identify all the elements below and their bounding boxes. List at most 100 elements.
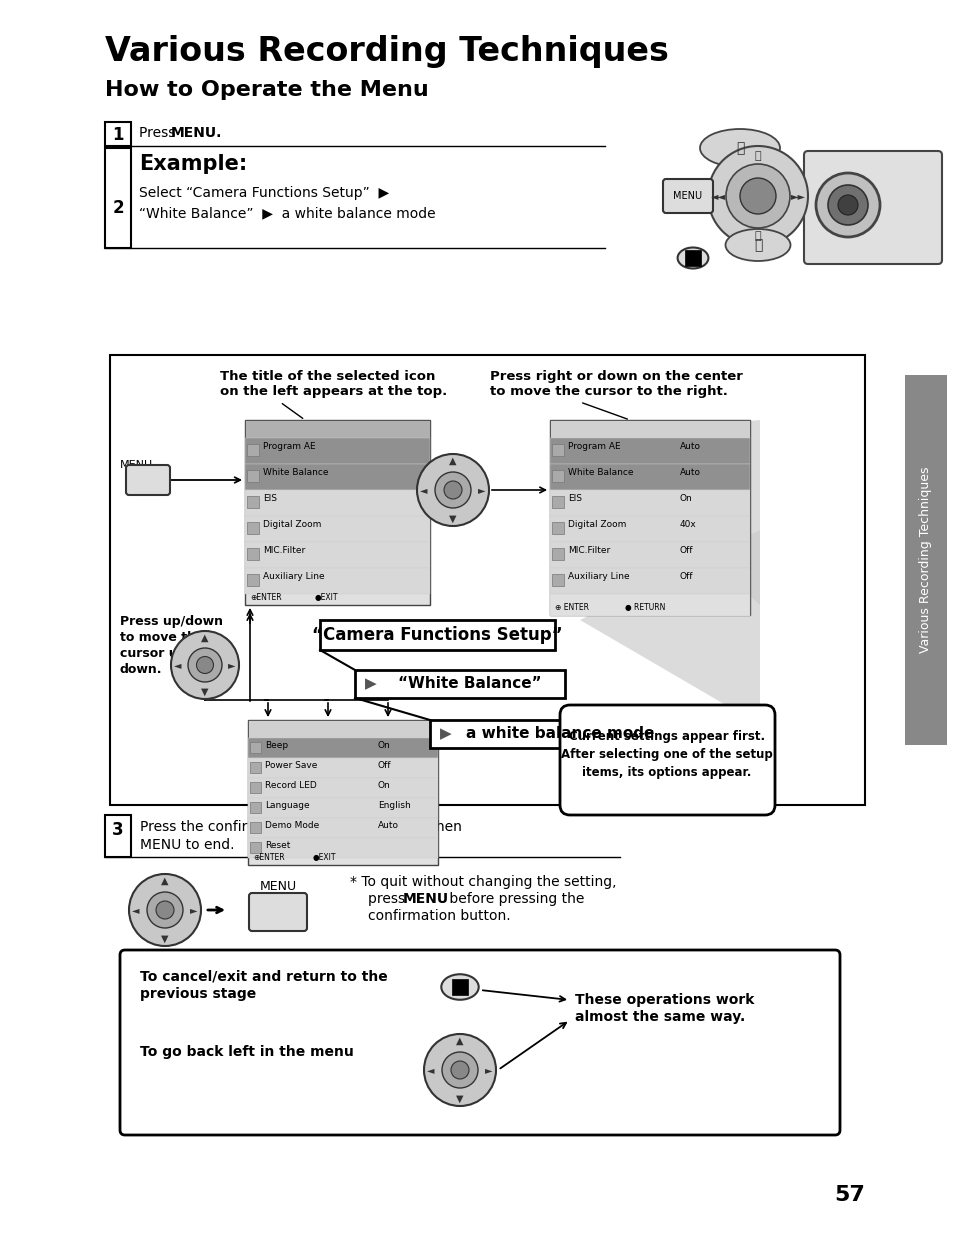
Circle shape	[423, 1034, 496, 1107]
Circle shape	[443, 480, 461, 499]
Bar	[247, 522, 258, 534]
Bar	[250, 782, 261, 793]
Text: White Balance: White Balance	[567, 468, 633, 477]
Bar	[245, 568, 430, 594]
Circle shape	[441, 1052, 477, 1088]
Circle shape	[435, 472, 471, 508]
Text: On: On	[679, 494, 692, 503]
Bar	[245, 542, 430, 568]
Text: How to Operate the Menu: How to Operate the Menu	[105, 80, 428, 100]
FancyBboxPatch shape	[126, 466, 170, 495]
Text: items, its options appear.: items, its options appear.	[581, 766, 751, 779]
Bar	[247, 471, 258, 482]
Text: cursor up or: cursor up or	[120, 647, 205, 659]
Text: ⏮: ⏮	[735, 141, 743, 156]
Text: ◄◄: ◄◄	[710, 191, 724, 201]
Text: Example:: Example:	[139, 154, 247, 174]
Bar	[105, 815, 131, 857]
Text: ►►: ►►	[790, 191, 804, 201]
Text: MENU: MENU	[673, 191, 701, 201]
Text: Various Recording Techniques: Various Recording Techniques	[105, 35, 668, 68]
Bar	[248, 720, 437, 739]
Text: Demo Mode: Demo Mode	[265, 821, 319, 830]
Bar	[552, 574, 563, 585]
Text: press: press	[368, 892, 409, 906]
Text: MENU: MENU	[402, 892, 449, 906]
Bar	[245, 420, 430, 438]
Bar	[552, 496, 563, 508]
Text: Auxiliary Line: Auxiliary Line	[263, 572, 324, 580]
Bar	[430, 720, 669, 748]
Text: on the left appears at the top.: on the left appears at the top.	[220, 385, 447, 398]
Text: Press: Press	[139, 126, 179, 140]
Text: Select “Camera Functions Setup”  ▶: Select “Camera Functions Setup” ▶	[139, 186, 389, 200]
Bar	[247, 445, 258, 456]
Text: to move the cursor to the right.: to move the cursor to the right.	[490, 385, 727, 398]
Circle shape	[416, 454, 489, 526]
Bar	[110, 354, 864, 805]
Text: Auto: Auto	[679, 442, 700, 451]
Bar	[250, 802, 261, 813]
Text: Power Save: Power Save	[265, 761, 317, 769]
Text: Digital Zoom: Digital Zoom	[567, 520, 626, 529]
Circle shape	[707, 146, 807, 246]
Text: Off: Off	[377, 761, 391, 769]
Bar	[319, 620, 555, 650]
Text: Program AE: Program AE	[263, 442, 315, 451]
Circle shape	[740, 178, 775, 214]
Text: “Camera Functions Setup”: “Camera Functions Setup”	[312, 626, 562, 643]
Bar	[245, 516, 430, 542]
Bar	[904, 375, 946, 745]
Text: ▲: ▲	[201, 634, 209, 643]
Text: MIC.Filter: MIC.Filter	[263, 546, 305, 555]
Text: EIS: EIS	[263, 494, 276, 503]
Text: Press up/down: Press up/down	[120, 615, 223, 629]
Text: White Balance: White Balance	[263, 468, 328, 477]
Text: Camera Functions Setup: Camera Functions Setup	[555, 422, 658, 431]
Circle shape	[188, 648, 222, 682]
Text: before pressing the: before pressing the	[444, 892, 584, 906]
Text: Auxiliary Line: Auxiliary Line	[567, 572, 629, 580]
Text: ◄: ◄	[132, 905, 139, 915]
FancyBboxPatch shape	[120, 950, 840, 1135]
Bar	[248, 818, 437, 839]
Circle shape	[827, 185, 867, 225]
FancyBboxPatch shape	[559, 705, 774, 815]
Text: to move the: to move the	[120, 631, 204, 643]
Bar	[250, 742, 261, 753]
Text: ◄: ◄	[174, 659, 182, 671]
Text: ●EXIT: ●EXIT	[313, 853, 336, 862]
Text: ⊕ ENTER: ⊕ ENTER	[555, 603, 588, 613]
Bar	[355, 671, 564, 698]
Bar	[552, 445, 563, 456]
Text: Various Recording Techniques: Various Recording Techniques	[919, 467, 931, 653]
Text: Press right or down on the center: Press right or down on the center	[490, 370, 742, 383]
Text: 40x: 40x	[679, 520, 696, 529]
FancyBboxPatch shape	[803, 151, 941, 264]
Circle shape	[196, 657, 213, 673]
Circle shape	[837, 195, 857, 215]
Text: Auto: Auto	[377, 821, 398, 830]
Text: ▼: ▼	[201, 687, 209, 697]
Text: On: On	[377, 741, 391, 750]
Text: Press the confirmation button to confirm, then: Press the confirmation button to confirm…	[140, 820, 461, 834]
Text: ►: ►	[228, 659, 235, 671]
Text: Reset: Reset	[265, 841, 290, 850]
Text: ● RETURN: ● RETURN	[624, 603, 664, 613]
Ellipse shape	[677, 247, 708, 268]
Text: * To quit without changing the setting,: * To quit without changing the setting,	[350, 876, 616, 889]
Text: ▶: ▶	[439, 726, 452, 741]
Bar	[552, 548, 563, 559]
Bar	[248, 839, 437, 858]
Bar	[550, 542, 749, 568]
Text: down.: down.	[120, 663, 162, 676]
Text: almost the same way.: almost the same way.	[575, 1010, 744, 1024]
Text: ►: ►	[485, 1065, 493, 1074]
Bar	[550, 594, 749, 616]
Text: “White Balance”: “White Balance”	[397, 677, 541, 692]
Text: “White Balance”  ▶  a white balance mode: “White Balance” ▶ a white balance mode	[139, 206, 436, 220]
Text: ▲: ▲	[449, 456, 456, 466]
Text: To go back left in the menu: To go back left in the menu	[140, 1045, 354, 1058]
Circle shape	[129, 874, 201, 946]
Text: ►: ►	[477, 485, 485, 495]
